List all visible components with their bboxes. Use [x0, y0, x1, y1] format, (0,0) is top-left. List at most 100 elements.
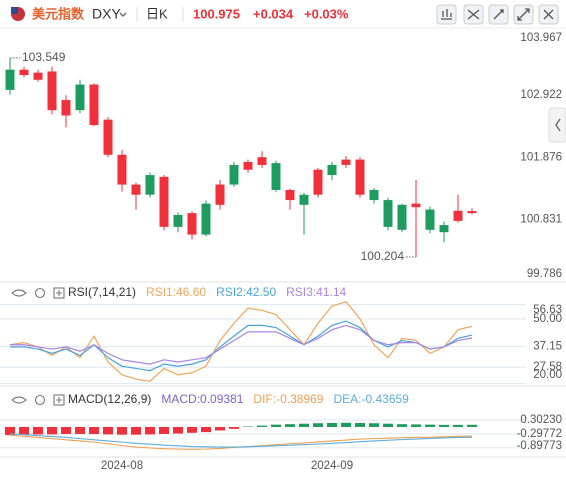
candle-body — [439, 225, 449, 233]
legend-entry: DIF:-0.38969 — [253, 392, 323, 406]
indicator-title: MACD(12,26,9) — [68, 392, 151, 406]
macd-bar — [33, 426, 43, 435]
legend-entry: DEA:-0.43659 — [333, 392, 409, 406]
index-name[interactable]: 美元指数 — [32, 6, 85, 21]
candle-body — [89, 84, 99, 126]
settings-icon[interactable] — [34, 287, 46, 299]
candle-body — [117, 154, 127, 185]
macd-bar — [355, 423, 365, 427]
y-tick-label: 102.922 — [520, 89, 562, 101]
candle-body — [201, 203, 211, 235]
macd-bar — [257, 425, 267, 427]
add-icon-cross — [56, 397, 62, 403]
x-tick-label: 2024-09 — [311, 460, 353, 472]
candle-body — [215, 184, 225, 205]
side-collapse[interactable] — [548, 107, 566, 143]
legend-entry: RSI3:41.14 — [286, 285, 346, 299]
macd-bar — [75, 426, 85, 434]
y-tick-label: 0.30230 — [520, 414, 562, 426]
icon — [441, 9, 452, 20]
side-collapse-icon — [555, 118, 561, 132]
y-tick-label: 20.00 — [533, 369, 562, 381]
candle-body — [229, 164, 239, 185]
add-icon[interactable] — [53, 287, 65, 299]
eye-icon[interactable] — [11, 289, 27, 297]
candle-body — [271, 163, 281, 190]
candle-body — [187, 213, 197, 235]
indicator-icons — [11, 287, 65, 406]
add-icon[interactable] — [53, 394, 65, 406]
rsi-line — [10, 324, 473, 365]
macd-bar — [117, 426, 127, 435]
macd-bar — [383, 423, 393, 427]
y-tick-label: 50.00 — [533, 313, 562, 325]
macd-bar — [411, 424, 421, 427]
macd-bar — [397, 424, 407, 427]
macd-bar — [299, 423, 309, 427]
flag-canton — [11, 7, 18, 14]
macd-bar — [215, 426, 225, 431]
candle-body — [75, 84, 85, 111]
macd-bar — [439, 424, 449, 427]
candle-body — [47, 71, 57, 111]
candle-body — [131, 184, 141, 195]
candle-body — [5, 69, 15, 90]
candle-body — [411, 203, 421, 208]
candle-body — [355, 159, 365, 195]
macd-bar — [341, 422, 351, 427]
high-annotation: 103.549 — [22, 50, 66, 64]
macd-bar — [61, 426, 71, 434]
macd-bar — [5, 426, 15, 436]
x-tick-label: 2024-08 — [101, 460, 143, 472]
symbol[interactable]: DXY — [92, 6, 121, 22]
candle-body — [243, 161, 253, 170]
macd-bar — [47, 426, 57, 435]
y-tick-label: 56.63 — [533, 304, 562, 316]
y-tick-label: 101.876 — [520, 151, 562, 163]
eye-icon[interactable] — [11, 396, 27, 404]
y-tick-label: 103.967 — [520, 32, 562, 44]
price-change: +0.034 — [253, 6, 294, 21]
y-tick-label: -0.89773 — [517, 440, 562, 452]
candle-body — [103, 119, 113, 155]
candle-body — [383, 200, 393, 227]
candle-body — [369, 189, 379, 201]
macd-bar — [229, 426, 239, 429]
candle-body — [145, 175, 155, 195]
macd-bar — [369, 423, 379, 427]
symbol-dropdown[interactable] — [119, 12, 127, 17]
candle-body — [397, 204, 407, 230]
candle-body — [299, 194, 309, 205]
candle-body — [425, 209, 435, 230]
legend-entry: RSI1:46.60 — [146, 285, 206, 299]
low-annotation: 100.204 — [361, 249, 405, 263]
legend-entry: MACD:0.09381 — [161, 392, 243, 406]
candle-body — [173, 214, 183, 227]
macd-bar — [173, 426, 183, 434]
toolbar-icons — [441, 8, 554, 21]
candle-body — [33, 72, 43, 80]
candle-body — [159, 176, 169, 227]
macd-bar — [453, 424, 463, 427]
candle-body — [467, 211, 477, 214]
macd-line — [9, 433, 473, 448]
icon — [493, 9, 504, 20]
period[interactable]: 日K — [146, 6, 168, 21]
rsi-line — [9, 301, 473, 382]
icon — [517, 8, 530, 21]
macd-bar — [285, 424, 295, 427]
settings-icon[interactable] — [34, 394, 46, 406]
macd-bar — [243, 426, 253, 428]
indicator-title: RSI(7,14,21) — [68, 285, 136, 299]
y-tick-label: 99.786 — [527, 268, 562, 280]
icon — [543, 9, 554, 20]
macd-bar — [187, 426, 197, 433]
price-change-pct: +0.03% — [304, 6, 349, 21]
candle-body — [61, 100, 71, 116]
macd-bar — [425, 424, 435, 427]
candle-body — [341, 159, 351, 165]
macd-bar — [327, 423, 337, 427]
macd-bar — [467, 424, 477, 427]
